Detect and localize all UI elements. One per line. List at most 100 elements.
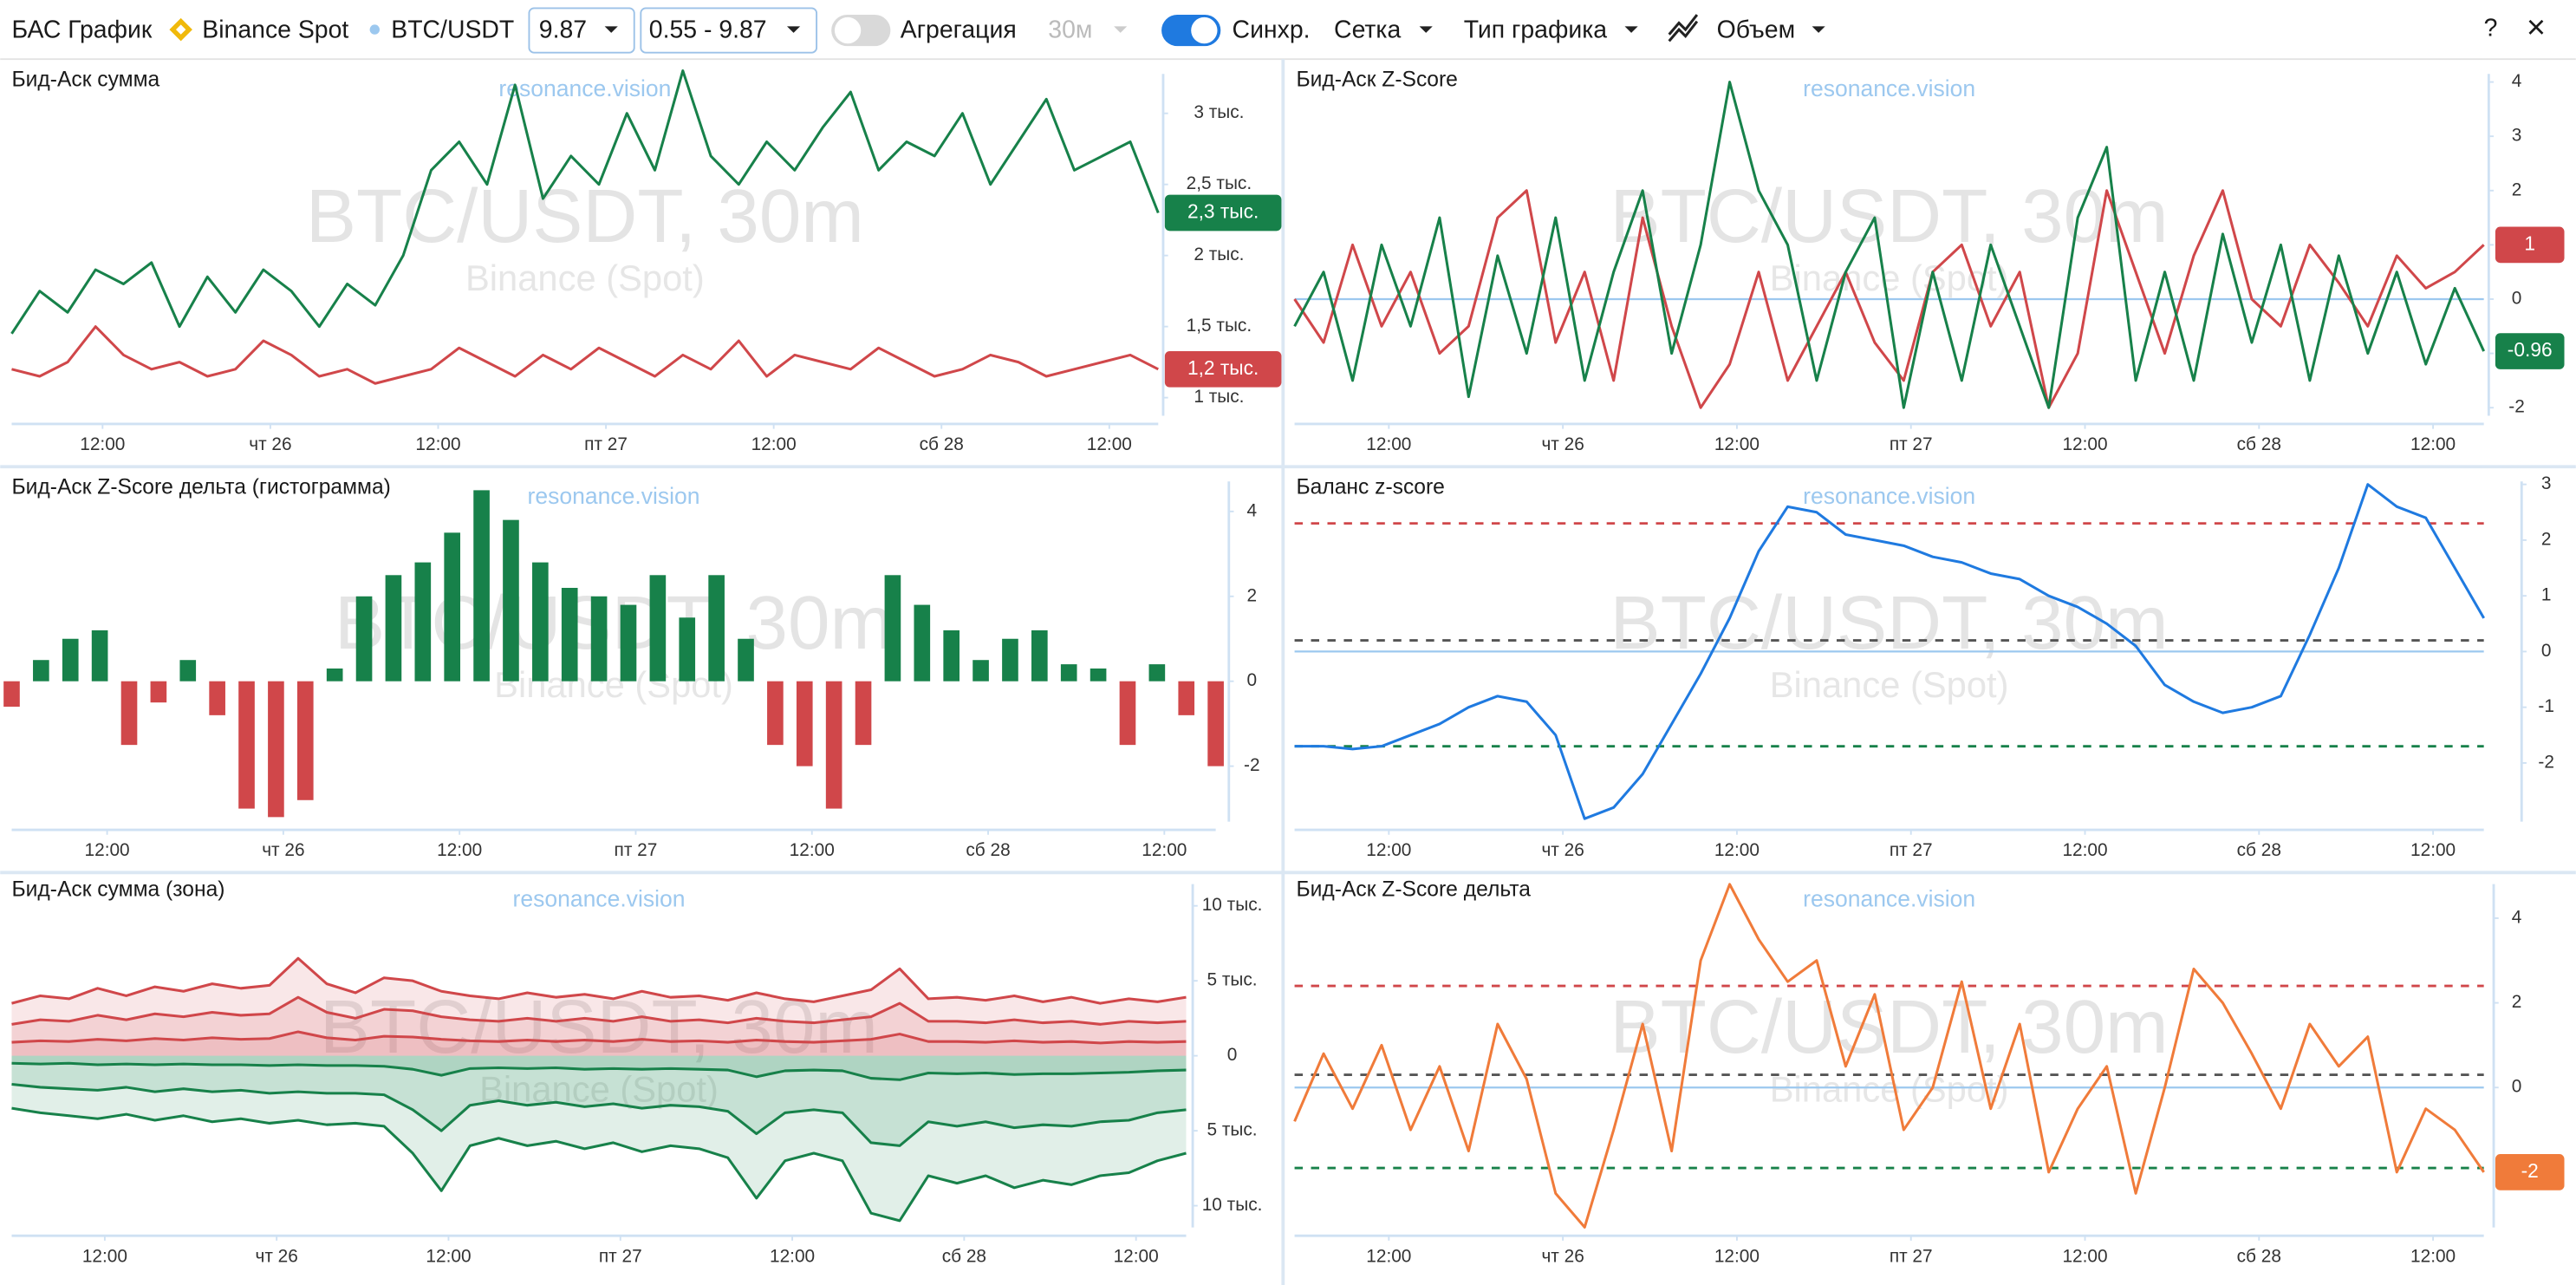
chevron — [1419, 26, 1433, 33]
y-tick-label: 2 — [2512, 179, 2522, 199]
x-tick-label: 12:00 — [2062, 1246, 2107, 1266]
bar — [1090, 669, 1107, 682]
range-select[interactable] — [640, 7, 818, 54]
area-line — [11, 1082, 1187, 1147]
bar — [620, 604, 637, 682]
watermark-symbol: BTC/USDT, 30m — [1610, 985, 2169, 1069]
bar — [738, 638, 754, 682]
bar — [503, 519, 519, 682]
watermark-site: resonance.vision — [528, 483, 700, 509]
x-tick-label: 12:00 — [2410, 840, 2456, 860]
y-tick-label: 5 тыс. — [1207, 1120, 1258, 1140]
last-value-label: -2 — [2521, 1159, 2539, 1182]
bar — [1178, 681, 1195, 715]
y-tick-label: 5 тыс. — [1207, 970, 1258, 990]
chevron — [1114, 26, 1128, 33]
dot — [369, 24, 380, 35]
bar — [1119, 681, 1136, 746]
x-tick-label: чт 26 — [256, 1246, 298, 1266]
x-tick-label: 12:00 — [1366, 434, 1411, 454]
x-tick-label: 12:00 — [426, 1246, 471, 1266]
y-tick-label: 2,5 тыс. — [1187, 173, 1252, 193]
app-title: БАС График — [11, 16, 152, 44]
watermark-exchange: Binance (Spot) — [494, 664, 733, 705]
x-tick-label: 12:00 — [1366, 1246, 1411, 1266]
chart-title: Бид-Аск сумма (зона) — [11, 878, 224, 902]
x-tick-label: чт 26 — [1541, 434, 1584, 454]
y-tick-label: 0 — [2512, 1077, 2522, 1097]
interval[interactable]: 30м — [1048, 16, 1092, 44]
bar — [62, 638, 79, 682]
area-fill — [11, 958, 1187, 1056]
grid-menu[interactable]: Сетка — [1334, 16, 1401, 44]
y-tick-label: 0 — [1227, 1045, 1238, 1065]
last-value-label: 1 — [2524, 232, 2535, 254]
y-tick-label: 4 — [1247, 500, 1258, 520]
watermark-symbol: BTC/USDT, 30m — [306, 174, 864, 258]
x-tick-label: 12:00 — [437, 840, 482, 860]
area-line — [11, 1030, 1187, 1045]
bar — [355, 596, 373, 682]
bar — [33, 660, 49, 682]
x-tick-label: 12:00 — [2410, 1246, 2456, 1266]
x-tick-label: 12:00 — [82, 1246, 127, 1266]
bar — [3, 681, 20, 708]
last-value-badge — [1164, 194, 1282, 232]
bar — [855, 681, 872, 746]
x-tick-label: 12:00 — [751, 434, 797, 454]
x-tick-label: 12:00 — [2062, 434, 2107, 454]
x-tick-label: 12:00 — [1114, 1246, 1159, 1266]
area-line — [11, 1106, 1187, 1223]
x-tick-label: 12:00 — [790, 840, 835, 860]
y-tick-label: 4 — [2512, 71, 2522, 91]
watermark-site: resonance.vision — [1803, 886, 1975, 912]
series-line — [1293, 189, 2485, 409]
bar — [1031, 629, 1048, 682]
x-tick-label: 12:00 — [2410, 434, 2456, 454]
bar — [414, 562, 432, 682]
help[interactable]: ? — [2484, 15, 2498, 42]
y-tick-label: 0 — [2512, 288, 2522, 308]
x-tick-label: сб 28 — [2237, 1246, 2281, 1266]
exchange[interactable]: Binance Spot — [202, 16, 348, 44]
last-value-badge — [1164, 350, 1282, 388]
bar — [532, 562, 549, 682]
x-tick-label: пт 27 — [584, 434, 628, 454]
x-tick-label: пт 27 — [1890, 434, 1933, 454]
x-tick-label: сб 28 — [2237, 840, 2281, 860]
value-select[interactable] — [528, 7, 635, 54]
y-tick-label: 3 — [2541, 473, 2552, 493]
series-line — [1293, 81, 2486, 409]
bar — [120, 681, 138, 746]
volume-menu[interactable]: Объем — [1717, 16, 1796, 44]
y-tick-label: 3 — [2512, 126, 2522, 146]
last-value-label: 2,3 тыс. — [1187, 199, 1259, 222]
x-tick-label: 12:00 — [1714, 434, 1760, 454]
y-tick-label: 0 — [1247, 670, 1258, 690]
area-line — [11, 995, 1187, 1026]
watermark-site: resonance.vision — [498, 75, 671, 101]
chart-type-menu[interactable]: Тип графика — [1464, 16, 1607, 44]
bar — [473, 490, 490, 682]
watermark-site: resonance.vision — [1803, 483, 1975, 509]
series-line — [11, 325, 1159, 385]
volume-icon — [1668, 14, 1699, 42]
bar — [649, 575, 667, 682]
x-tick-label: чт 26 — [249, 434, 291, 454]
y-tick-label: 0 — [2541, 641, 2552, 661]
chart-title: Бид-Аск Z-Score дельта — [1296, 878, 1531, 902]
y-tick-label: 2 — [2512, 992, 2522, 1012]
bar — [1060, 664, 1077, 682]
bar — [238, 681, 255, 809]
close[interactable]: × — [2527, 10, 2546, 46]
bar — [150, 681, 167, 703]
watermark-exchange: Binance (Spot) — [465, 258, 705, 298]
x-tick-label: 12:00 — [1714, 840, 1760, 860]
bar — [179, 660, 197, 682]
bar — [825, 681, 842, 809]
symbol[interactable]: BTC/USDT — [391, 16, 514, 44]
